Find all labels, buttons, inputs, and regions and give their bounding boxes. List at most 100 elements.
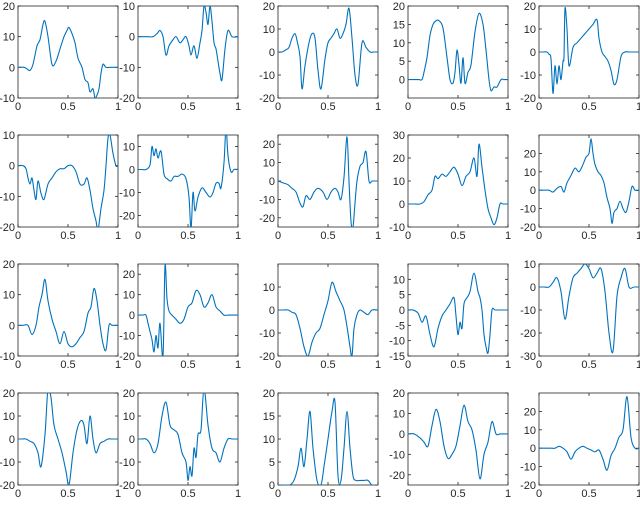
x-tick-label: 1 [235, 101, 241, 113]
y-tick-label: 20 [263, 388, 275, 400]
y-tick-label: -20 [389, 470, 405, 482]
x-tick-label: 0 [275, 230, 281, 242]
y-tick-label: 10 [3, 290, 15, 302]
x-tick-label: 1 [375, 359, 381, 371]
y-tick-label: -10 [0, 351, 15, 363]
y-tick-label: -20 [520, 480, 536, 492]
y-tick-label: -20 [119, 211, 135, 223]
x-tick-label: 0.5 [180, 359, 195, 371]
axes-box [538, 392, 640, 486]
y-tick-label: 0 [530, 443, 536, 455]
y-tick-label: -10 [119, 331, 135, 343]
subplot-2-1: 0 0.5 1 -20 -10 0 10 [0, 130, 121, 242]
axes-box [17, 263, 119, 357]
axes-box [17, 392, 119, 486]
x-tick-label: 1 [636, 101, 640, 113]
x-tick-label: 0.5 [320, 230, 335, 242]
axes-box [137, 263, 239, 357]
y-tick-label: 0 [9, 62, 15, 74]
y-tick-label: 5 [269, 457, 275, 469]
x-tick-label: 0 [275, 101, 281, 113]
y-tick-label: 30 [393, 130, 405, 142]
axes-box [137, 5, 239, 99]
axes-box [538, 263, 640, 357]
x-tick-label: 1 [115, 230, 121, 242]
x-tick-label: 0.5 [581, 230, 596, 242]
x-tick-label: 0 [15, 101, 21, 113]
subplot-2-3: 0 0.5 1 -20 -10 0 10 20 [259, 134, 381, 242]
y-tick-label: 10 [3, 130, 15, 142]
y-tick-label: 10 [123, 142, 135, 154]
y-tick-label: 10 [123, 1, 135, 13]
x-tick-label: 1 [375, 230, 381, 242]
y-tick-label: 0 [9, 320, 15, 332]
y-tick-label: -10 [389, 449, 405, 461]
subplot-4-4: 0 0.5 1 -20 -10 0 10 20 [389, 388, 511, 500]
y-tick-label: 10 [3, 411, 15, 423]
y-tick-label: 20 [524, 148, 536, 160]
series-line [138, 135, 238, 227]
x-tick-label: 0.5 [60, 101, 75, 113]
x-tick-label: 0.5 [60, 488, 75, 500]
y-tick-label: -10 [119, 62, 135, 74]
x-tick-label: 0 [536, 359, 542, 371]
y-tick-label: 0 [399, 305, 405, 317]
x-tick-label: 1 [235, 230, 241, 242]
y-tick-label: 20 [123, 388, 135, 400]
y-tick-label: 10 [524, 24, 536, 36]
x-tick-label: 0 [15, 230, 21, 242]
y-tick-label: 10 [263, 158, 275, 170]
x-tick-label: 1 [505, 488, 511, 500]
x-tick-label: 1 [235, 359, 241, 371]
x-tick-label: 0.5 [320, 101, 335, 113]
y-tick-label: 0 [9, 161, 15, 173]
y-tick-label: 0 [530, 282, 536, 294]
x-tick-label: 0 [275, 488, 281, 500]
y-tick-label: -20 [119, 351, 135, 363]
y-tick-label: 20 [123, 269, 135, 281]
y-tick-label: 0 [269, 305, 275, 317]
x-tick-label: 0.5 [180, 230, 195, 242]
x-tick-label: 0 [275, 359, 281, 371]
subplot-1-3: 0 0.5 1 -20 -10 0 10 20 [259, 1, 381, 113]
x-tick-label: 0.5 [180, 488, 195, 500]
y-tick-label: 20 [3, 388, 15, 400]
y-tick-label: 10 [3, 32, 15, 44]
x-tick-label: 0 [405, 230, 411, 242]
y-tick-label: -10 [119, 188, 135, 200]
x-tick-label: 0.5 [320, 359, 335, 371]
y-tick-label: -20 [259, 351, 275, 363]
x-tick-label: 0 [405, 488, 411, 500]
x-tick-label: 0.5 [450, 230, 465, 242]
y-tick-label: 10 [393, 408, 405, 420]
x-tick-label: 0.5 [581, 488, 596, 500]
y-tick-label: 0 [129, 310, 135, 322]
x-tick-label: 1 [375, 101, 381, 113]
subplot-1-2: 0 0.5 1 -20 -10 0 10 [119, 1, 241, 113]
x-tick-label: 0.5 [60, 230, 75, 242]
y-tick-label: 10 [263, 282, 275, 294]
x-tick-label: 0.5 [450, 488, 465, 500]
x-tick-label: 0 [405, 359, 411, 371]
y-tick-label: 20 [3, 259, 15, 271]
series-line [278, 7, 378, 90]
y-tick-label: 0 [530, 185, 536, 197]
y-tick-label: 5 [399, 56, 405, 68]
series-line [138, 6, 238, 82]
axes-box [407, 5, 509, 99]
y-tick-label: -20 [0, 222, 15, 234]
axes-box [538, 134, 640, 228]
series-line [539, 396, 639, 471]
x-tick-label: 0 [135, 101, 141, 113]
y-tick-label: -20 [259, 213, 275, 225]
y-tick-label: 20 [393, 153, 405, 165]
y-tick-label: -20 [520, 93, 536, 105]
y-tick-label: 0 [129, 165, 135, 177]
axes-box [137, 392, 239, 486]
series-line [408, 404, 508, 480]
series-line [408, 143, 508, 226]
x-tick-label: 1 [115, 101, 121, 113]
y-tick-label: 10 [123, 290, 135, 302]
